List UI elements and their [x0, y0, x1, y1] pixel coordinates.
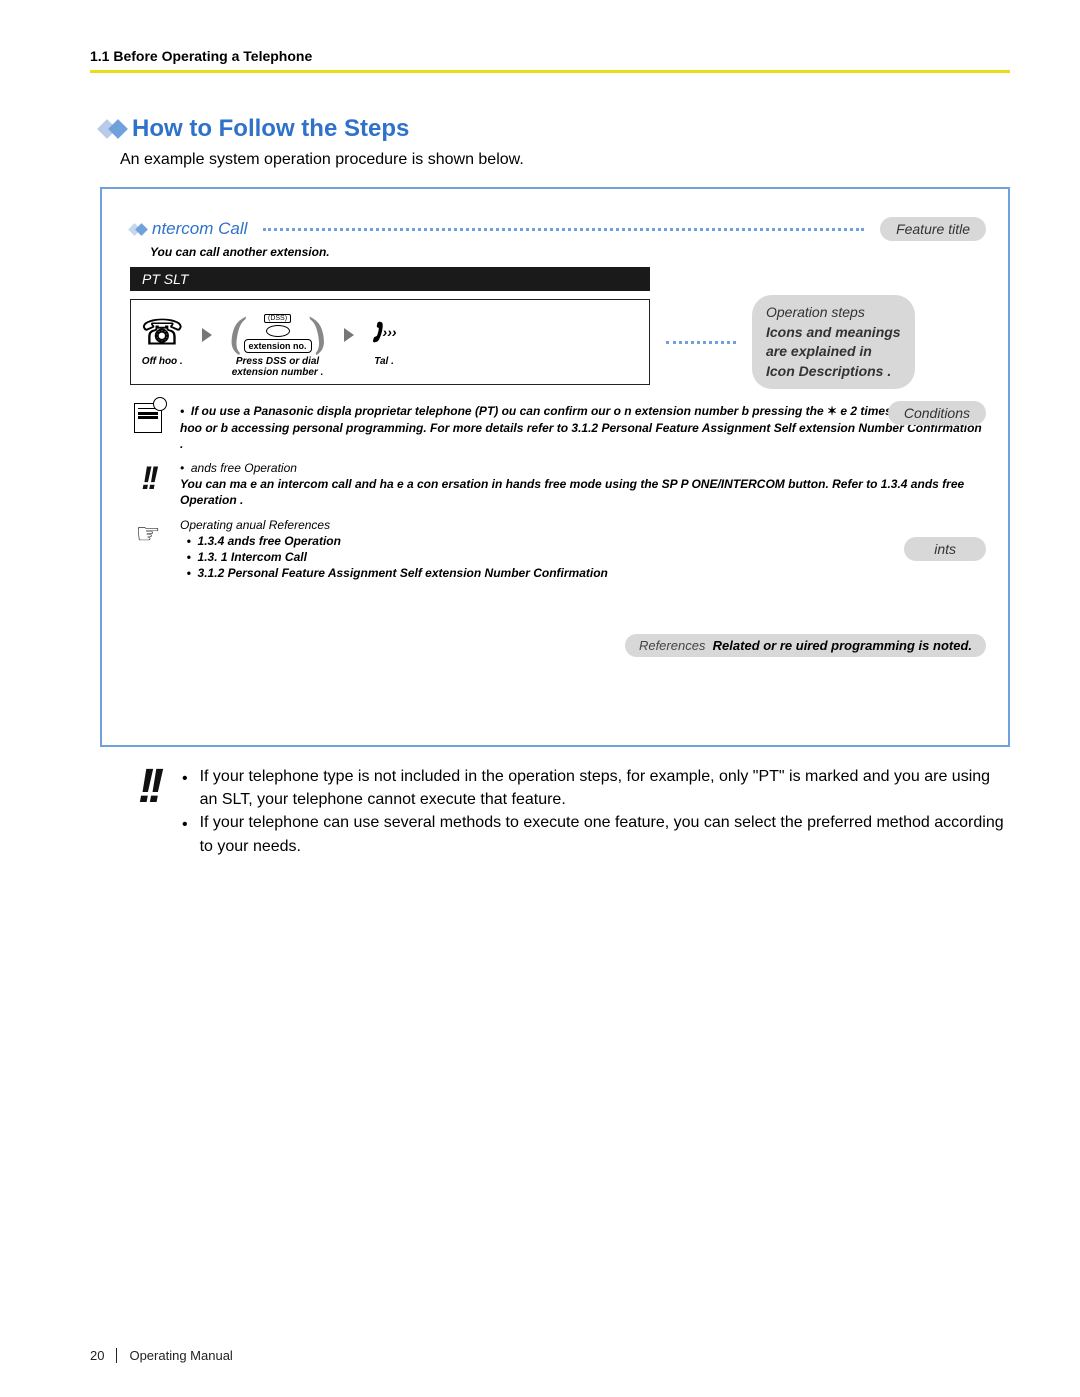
handset-icon: ☏ [141, 313, 184, 353]
footer-doc-title: Operating Manual [129, 1348, 232, 1363]
op-ref-3: 3.1.2 Personal Feature Assignment Self e… [198, 566, 608, 580]
ops-label-l4: Icon Descriptions . [766, 363, 891, 379]
references-note: ☞ Operating anual References • 1.3.4 and… [130, 517, 986, 582]
extension-box: extension no. [244, 339, 312, 353]
important-notes-list: •If your telephone type is not included … [182, 765, 1010, 858]
step-offhook-label: Off hoo . [141, 356, 184, 367]
feature-subdesc: You can call another extension. [150, 245, 986, 259]
ops-label-l2: Icons and meanings [766, 324, 901, 340]
notes-block: • If ou use a Panasonic displa proprieta… [130, 403, 986, 581]
important-notes: !! •If your telephone type is not includ… [138, 765, 1010, 858]
intro-text: An example system operation procedure is… [120, 151, 1010, 169]
ops-label-l3: are explained in [766, 343, 872, 359]
ops-label-l1: Operation steps [766, 304, 865, 320]
references-text: Related or re uired programming is noted… [713, 638, 972, 653]
feature-title: ntercom Call [152, 219, 247, 239]
dss-caption-1: Press DSS or dial [236, 356, 319, 367]
example-frame: ntercom Call Feature title You can call … [100, 187, 1010, 747]
hands-free-header: ands free Operation [191, 461, 297, 475]
operation-steps-row: ☏ Off hoo . ( (DSS) extension no. ( Pr [130, 295, 986, 389]
exclaim-icon: !! [141, 460, 154, 496]
step-dss: ( (DSS) extension no. ( Press DSS or dia… [230, 310, 326, 378]
references-pill-row: References Related or re uired programmi… [625, 637, 986, 655]
op-ref-1: 1.3.4 ands free Operation [198, 534, 341, 548]
page-footer: 20 Operating Manual [90, 1348, 233, 1363]
dss-key-icon: (DSS) [264, 314, 291, 323]
dss-caption-2: extension number . [232, 367, 324, 378]
mini-diamond-icon [130, 225, 144, 234]
step-offhook: ☏ Off hoo . [141, 310, 184, 367]
pointing-hand-icon: ☞ [135, 518, 160, 549]
important-note-2: If your telephone can use several method… [200, 811, 1010, 857]
operation-steps-box: ☏ Off hoo . ( (DSS) extension no. ( Pr [130, 299, 650, 385]
step-talk-label: Tal . [372, 356, 397, 367]
dotted-connector [666, 341, 736, 344]
step-talk: 🕽››› Tal . [372, 310, 397, 367]
manual-page: 1.1 Before Operating a Telephone How to … [0, 0, 1080, 1397]
dotted-connector [263, 228, 864, 231]
conditions-label-container: Conditions [888, 401, 986, 425]
op-refs-header: Operating anual References [180, 518, 330, 532]
page-header: 1.1 Before Operating a Telephone [90, 48, 1010, 73]
hands-free-body: You can ma e an intercom call and ha e a… [180, 477, 964, 507]
important-note-1: If your telephone type is not included i… [200, 765, 1010, 811]
hints-label-container: ints [904, 537, 986, 561]
op-ref-2: 1.3. 1 Intercom Call [198, 550, 307, 564]
exclaim-icon: !! [138, 759, 158, 814]
references-pill: References Related or re uired programmi… [625, 634, 986, 657]
star-key-icon: ✶ [827, 404, 837, 418]
page-number: 20 [90, 1348, 117, 1363]
talk-handset-icon: 🕽››› [372, 316, 397, 350]
arrow-icon [344, 328, 354, 342]
references-label: References [639, 638, 705, 653]
condition-text-1: If ou use a Panasonic displa proprietar … [191, 404, 827, 418]
telephone-types-bar: PT SLT [130, 267, 650, 291]
hands-free-note: !! • ands free Operation You can ma e an… [130, 460, 986, 509]
arrow-icon [202, 328, 212, 342]
hints-label: ints [904, 537, 986, 561]
feature-title-row: ntercom Call Feature title [130, 217, 986, 241]
section-title: How to Follow the Steps [132, 115, 409, 143]
dial-oval-icon [266, 325, 290, 337]
conditions-label: Conditions [888, 401, 986, 425]
diamond-bullet-icon [100, 122, 122, 136]
notepad-pencil-icon [134, 403, 162, 433]
condition-note: • If ou use a Panasonic displa proprieta… [130, 403, 986, 452]
operation-steps-label: Operation steps Icons and meanings are e… [752, 295, 915, 389]
section-heading: How to Follow the Steps [100, 115, 1010, 143]
feature-title-label: Feature title [880, 217, 986, 241]
